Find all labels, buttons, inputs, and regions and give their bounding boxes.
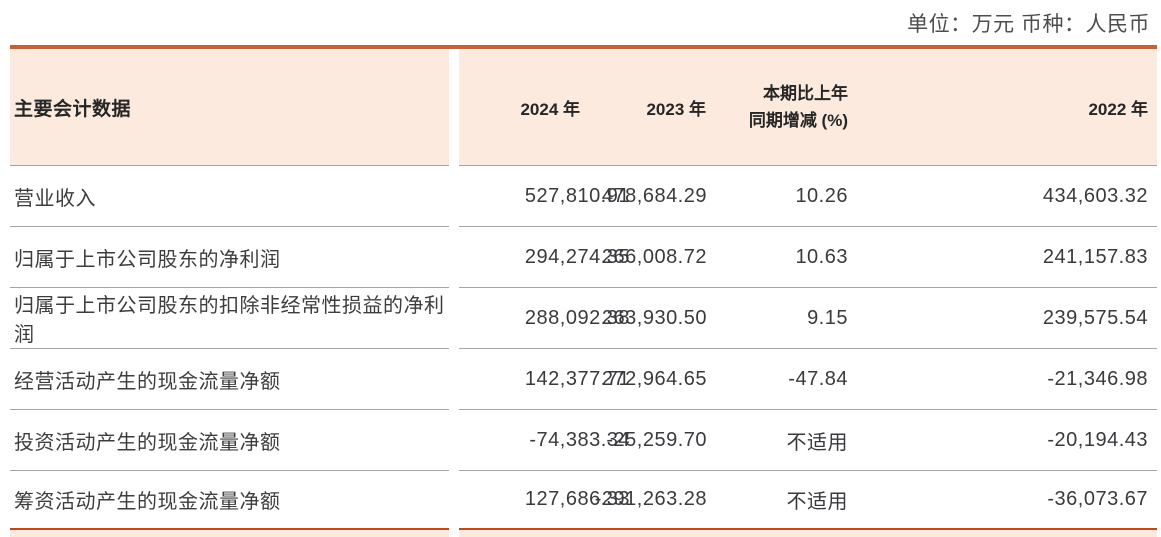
header-cell-change: 本期比上年 同期增减 (%) xyxy=(710,49,850,166)
cell-2023-value: -25,259.70 xyxy=(606,410,710,471)
cell-2024-value: 142,377.71 xyxy=(459,349,640,410)
cell-2024-value: 127,686.33 xyxy=(459,471,640,528)
header-cell-2023: 2023 年 xyxy=(640,49,710,166)
cell-change-value: -47.84 xyxy=(710,349,850,410)
unit-note: 单位：万元 币种：人民币 xyxy=(907,13,1150,36)
cell-change-value: 9.15 xyxy=(710,288,850,349)
row-label: 经营活动产生的现金流量净额 xyxy=(10,349,449,410)
next-table-strip xyxy=(10,528,1157,537)
cell-2024-value: 527,810.91 xyxy=(459,166,640,227)
header-cell-2022: 2022 年 xyxy=(850,49,1157,166)
cell-2022-value: -21,346.98 xyxy=(850,349,1157,410)
column-gutter xyxy=(449,49,459,166)
column-gutter xyxy=(449,349,459,410)
table-row: 筹资活动产生的现金流量净额 127,686.33 -291,263.28 不适用… xyxy=(10,471,1157,528)
table-row: 经营活动产生的现金流量净额 142,377.71 272,964.65 -47.… xyxy=(10,349,1157,410)
cell-change-value: 10.63 xyxy=(710,227,850,288)
cell-2022-value: -36,073.67 xyxy=(850,471,1157,528)
cell-change-value: 不适用 xyxy=(710,410,850,471)
table-row: 归属于上市公司股东的净利润 294,274.35 266,008.72 10.6… xyxy=(10,227,1157,288)
table-row: 投资活动产生的现金流量净额 -74,383.34 -25,259.70 不适用 … xyxy=(10,410,1157,471)
cell-2022-value: -20,194.43 xyxy=(850,410,1157,471)
header-change-line1: 本期比上年 xyxy=(763,84,848,103)
table-header-row: 主要会计数据 2024 年 2023 年 本期比上年 同期增减 (%) 2022… xyxy=(10,49,1157,166)
cell-2022-value: 239,575.54 xyxy=(850,288,1157,349)
table-body: 营业收入 527,810.91 478,684.29 10.26 434,603… xyxy=(10,166,1157,528)
row-label: 归属于上市公司股东的扣除非经常性损益的净利润 xyxy=(10,288,449,349)
table-row: 营业收入 527,810.91 478,684.29 10.26 434,603… xyxy=(10,166,1157,227)
table-top-border xyxy=(10,45,1157,49)
header-change-line2: 同期增减 (%) xyxy=(748,111,848,130)
column-gutter xyxy=(449,410,459,471)
cell-2023-value: -291,263.28 xyxy=(595,471,710,528)
header-cell-label: 主要会计数据 xyxy=(10,49,449,166)
next-table-strip-right xyxy=(459,528,1157,537)
cell-2024-value: 294,274.35 xyxy=(459,227,640,288)
column-gutter xyxy=(449,288,459,349)
row-label: 投资活动产生的现金流量净额 xyxy=(10,410,449,471)
next-table-strip-left xyxy=(10,528,449,537)
row-label: 归属于上市公司股东的净利润 xyxy=(10,227,449,288)
cell-2024-value: 288,092.38 xyxy=(459,288,640,349)
cell-2023-value: 266,008.72 xyxy=(602,227,710,288)
table-row: 归属于上市公司股东的扣除非经常性损益的净利润 288,092.38 263,93… xyxy=(10,288,1157,349)
financial-summary-table: 主要会计数据 2024 年 2023 年 本期比上年 同期增减 (%) 2022… xyxy=(10,45,1157,528)
cell-2023-value: 263,930.50 xyxy=(602,288,710,349)
row-label: 筹资活动产生的现金流量净额 xyxy=(10,471,449,528)
column-gutter xyxy=(449,471,459,528)
cell-change-value: 不适用 xyxy=(710,471,850,528)
cell-change-value: 10.26 xyxy=(710,166,850,227)
cell-2022-value: 241,157.83 xyxy=(850,227,1157,288)
header-cell-2024: 2024 年 xyxy=(459,49,640,166)
cell-2023-value: 478,684.29 xyxy=(602,166,710,227)
column-gutter xyxy=(449,227,459,288)
column-gutter xyxy=(449,528,459,537)
column-gutter xyxy=(449,166,459,227)
cell-2023-value: 272,964.65 xyxy=(602,349,710,410)
cell-2024-value: -74,383.34 xyxy=(459,410,640,471)
row-label: 营业收入 xyxy=(10,166,449,227)
cell-2022-value: 434,603.32 xyxy=(850,166,1157,227)
